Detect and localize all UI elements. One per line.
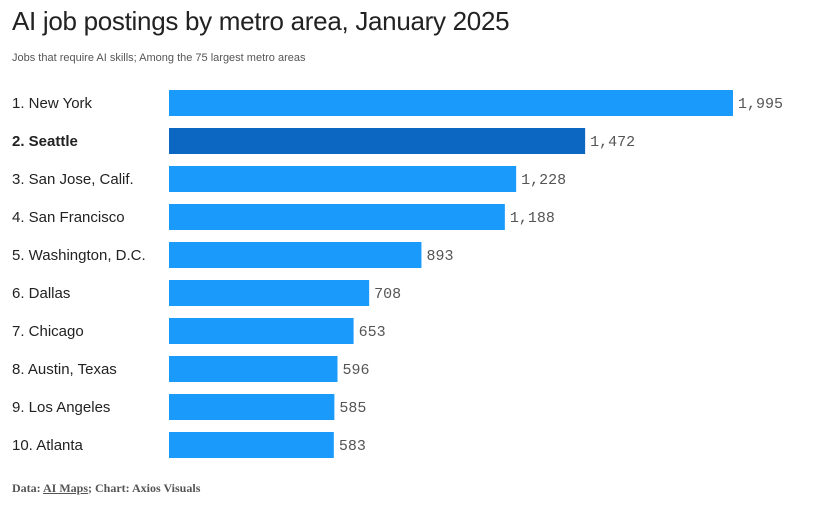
category-label: 9. Los Angeles [12, 399, 110, 416]
category-label: 10. Atlanta [12, 437, 84, 454]
bar [169, 432, 334, 458]
category-label: 2. Seattle [12, 133, 78, 150]
category-label: 8. Austin, Texas [12, 361, 117, 378]
chart-subtitle: Jobs that require AI skills; Among the 7… [12, 52, 306, 64]
bar [169, 90, 733, 116]
bar [169, 318, 354, 344]
category-label: 5. Washington, D.C. [12, 247, 146, 264]
value-label: 1,228 [521, 172, 566, 189]
bar [169, 356, 338, 382]
bar [169, 204, 505, 230]
category-label: 6. Dallas [12, 285, 70, 302]
bar [169, 242, 422, 268]
category-label: 1. New York [12, 95, 93, 112]
bar-chart: 1. New York 1,995 2. Seattle 1,472 3. San Jo… [12, 90, 783, 458]
footer-prefix: Data: [12, 481, 43, 495]
bar [169, 128, 586, 154]
value-label: 585 [339, 400, 366, 417]
value-label: 893 [426, 248, 453, 265]
value-label: 596 [342, 362, 369, 379]
value-label: 653 [359, 324, 386, 341]
value-label: 1,472 [590, 134, 635, 151]
value-label: 583 [339, 438, 366, 455]
value-label: 1,188 [510, 210, 555, 227]
value-label: 1,995 [738, 96, 783, 113]
category-label: 4. San Francisco [12, 209, 125, 226]
chart-footer: Data: AI Maps; Chart: Axios Visuals [12, 481, 200, 496]
category-label: 3. San Jose, Calif. [12, 171, 134, 188]
footer-suffix: ; Chart: Axios Visuals [88, 481, 201, 495]
bar [169, 394, 335, 420]
source-link[interactable]: AI Maps [43, 481, 89, 495]
bar [169, 280, 370, 306]
bar [169, 166, 517, 192]
category-label: 7. Chicago [12, 323, 84, 340]
value-label: 708 [374, 286, 401, 303]
chart-title: AI job postings by metro area, January 2… [12, 6, 510, 36]
